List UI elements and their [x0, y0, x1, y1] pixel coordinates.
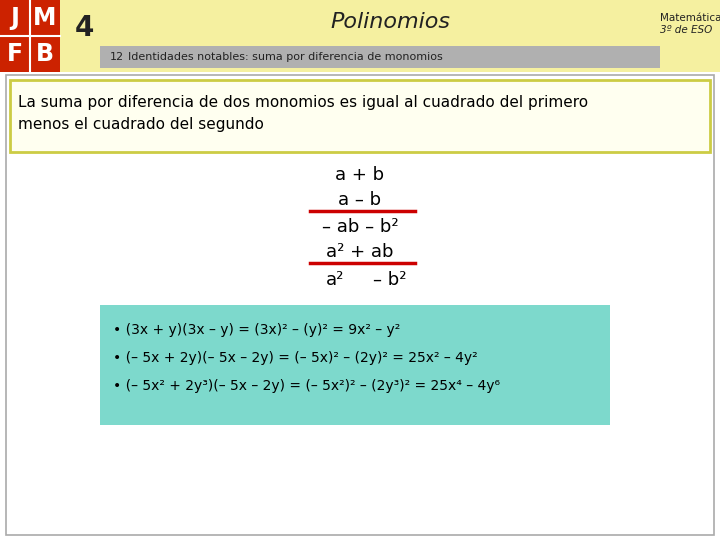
FancyBboxPatch shape [100, 46, 660, 68]
Text: 3º de ESO: 3º de ESO [660, 25, 712, 35]
Text: Polinomios: Polinomios [330, 12, 450, 32]
Text: • (– 5x² + 2y³)(– 5x – 2y) = (– 5x²)² – (2y³)² = 25x⁴ – 4y⁶: • (– 5x² + 2y³)(– 5x – 2y) = (– 5x²)² – … [113, 379, 500, 393]
Text: • (3x + y)(3x – y) = (3x)² – (y)² = 9x² – y²: • (3x + y)(3x – y) = (3x)² – (y)² = 9x² … [113, 323, 400, 337]
Text: B: B [36, 42, 54, 66]
Text: Identidades notables: suma por diferencia de monomios: Identidades notables: suma por diferenci… [128, 52, 443, 62]
Text: – ab – b²: – ab – b² [322, 218, 398, 236]
Text: a + b: a + b [336, 166, 384, 184]
Text: 4: 4 [74, 14, 94, 42]
Text: F: F [7, 42, 23, 66]
Text: J: J [11, 6, 19, 30]
Text: – b²: – b² [373, 271, 407, 289]
FancyBboxPatch shape [10, 80, 710, 152]
Text: 12: 12 [110, 52, 124, 62]
FancyBboxPatch shape [0, 0, 720, 72]
Text: a²: a² [326, 271, 344, 289]
FancyBboxPatch shape [100, 305, 610, 425]
Text: • (– 5x + 2y)(– 5x – 2y) = (– 5x)² – (2y)² = 25x² – 4y²: • (– 5x + 2y)(– 5x – 2y) = (– 5x)² – (2y… [113, 351, 477, 365]
Text: Matemáticas: Matemáticas [660, 13, 720, 23]
FancyBboxPatch shape [0, 0, 60, 72]
Text: menos el cuadrado del segundo: menos el cuadrado del segundo [18, 118, 264, 132]
Text: La suma por diferencia de dos monomios es igual al cuadrado del primero: La suma por diferencia de dos monomios e… [18, 96, 588, 111]
Text: a – b: a – b [338, 191, 382, 209]
Text: a² + ab: a² + ab [326, 243, 394, 261]
FancyBboxPatch shape [6, 75, 714, 535]
Text: M: M [33, 6, 57, 30]
